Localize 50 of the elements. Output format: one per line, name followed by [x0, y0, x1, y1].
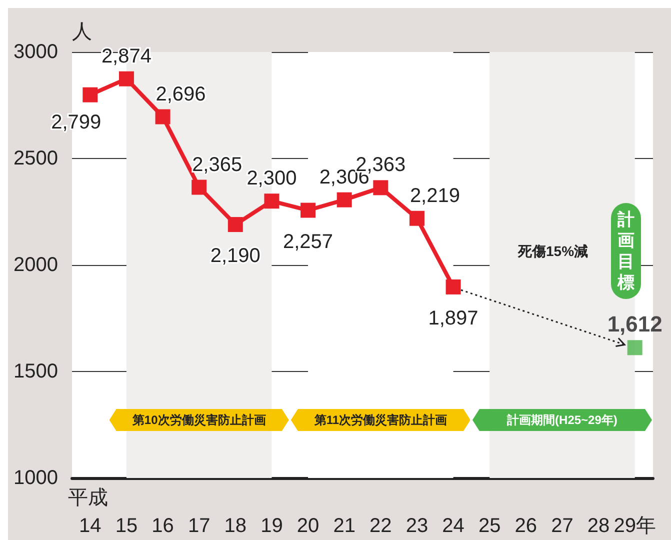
x-tick-label: 15 [115, 515, 138, 537]
x-tick-label: 26 [514, 515, 538, 537]
point [300, 202, 316, 218]
y-tick-label: 2500 [14, 148, 58, 170]
data-label: 2,190 [210, 245, 260, 268]
point [446, 279, 461, 294]
point [192, 180, 207, 195]
data-label: 1,897 [428, 307, 478, 330]
y-tick-label: 3000 [14, 41, 58, 63]
x-tick-label: 23 [406, 515, 428, 537]
x-tick-label: 25 [478, 515, 501, 537]
annotation: 計画目標 [616, 210, 634, 292]
point [82, 87, 98, 102]
y-tick-label: 1000 [14, 467, 58, 489]
y-tick-label: 1500 [14, 360, 58, 382]
x-tick-label: 22 [370, 515, 392, 537]
data-label: 2,696 [156, 83, 206, 106]
ribbon-tag: 計画期間(H25~29年) [472, 409, 652, 431]
x-tick-label: 21 [333, 515, 356, 537]
y-tick-label: 2000 [14, 254, 58, 276]
x-tick-label: 20 [296, 515, 320, 537]
data-label: 2,799 [51, 111, 102, 134]
x-tick-label: 16 [152, 515, 174, 537]
x-tick-label: 24 [442, 515, 464, 537]
point [155, 109, 170, 124]
point [336, 192, 352, 208]
x-tick-label: 27 [551, 515, 574, 537]
data-label: 2,365 [192, 154, 242, 176]
x-tick-label: 14 [79, 515, 102, 537]
point [118, 71, 134, 86]
y-axis-title: 人 [72, 21, 92, 43]
ribbon-tag: 第10次労働災害防止計画 [109, 409, 289, 431]
point [228, 217, 243, 232]
point [627, 340, 642, 356]
data-label: 2,257 [283, 230, 334, 253]
x-tick-label: 18 [224, 515, 247, 537]
point [409, 210, 424, 226]
data-label: 1,612 [607, 312, 662, 337]
x-axis-title: 平成 [68, 487, 108, 509]
point [264, 194, 280, 209]
ribbon-tag: 第11次労働災害防止計画 [290, 409, 470, 431]
data-label: 2,219 [410, 184, 460, 207]
x-tick-label: 19 [260, 515, 283, 537]
data-label: 2,874 [101, 45, 152, 68]
x-tick-label: 28 [587, 515, 610, 537]
x-tick-label: 29年 [614, 515, 656, 537]
annotation: 死傷15%減 [517, 243, 588, 259]
data-label: 2,300 [246, 168, 297, 190]
x-tick-label: 17 [188, 515, 210, 537]
point [373, 180, 388, 196]
